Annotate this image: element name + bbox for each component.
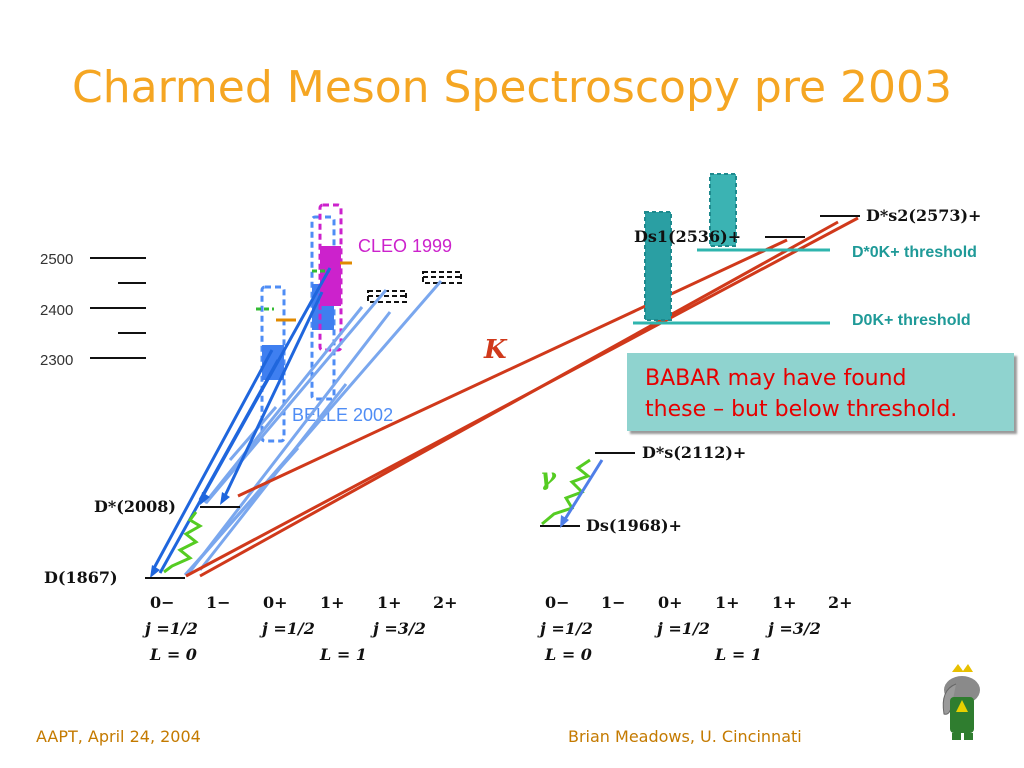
charm-levels — [145, 506, 240, 579]
kaon-label: K — [483, 335, 508, 365]
ds-arrowhead — [560, 515, 569, 528]
arrowheads — [150, 492, 230, 578]
j-label: j =1/2 — [259, 619, 315, 638]
callout-line: these – but below threshold. — [645, 397, 958, 422]
mass-scale-ticks — [90, 257, 146, 359]
slide-title: Charmed Meson Spectroscopy pre 2003 — [72, 62, 952, 113]
l-label: L = 0 — [149, 645, 197, 664]
jp-label: 1+ — [377, 593, 402, 612]
jp-label: 0− — [150, 593, 175, 612]
l-label: L = 1 — [319, 645, 367, 664]
jp-label: 1+ — [772, 593, 797, 612]
jp-label: 1+ — [320, 593, 345, 612]
quantum-numbers-right: 0− 1− 0+ 1+ 1+ 2+ j =1/2 j =1/2 j =3/2 L… — [537, 593, 853, 664]
cleo-label: CLEO 1999 — [358, 236, 452, 256]
cleo-states — [312, 203, 352, 352]
mass-tick-label: 2400 — [40, 302, 73, 319]
tensor-states — [367, 271, 462, 303]
jp-label: 0+ — [263, 593, 288, 612]
j-label: j =1/2 — [654, 619, 710, 638]
jp-label: 0+ — [658, 593, 683, 612]
j-label: j =1/2 — [142, 619, 198, 638]
jp-label: 1− — [601, 593, 626, 612]
jp-label: 0− — [545, 593, 570, 612]
ds1-label: Ds1(2536)+ — [634, 227, 741, 246]
footer-right: Brian Meadows, U. Cincinnati — [568, 727, 802, 746]
babar-states — [644, 173, 737, 321]
d0-k-threshold-label: D0K+ threshold — [852, 312, 971, 329]
l-label: L = 1 — [714, 645, 762, 664]
footer-left: AAPT, April 24, 2004 — [36, 727, 201, 746]
quantum-numbers-left: 0− 1− 0+ 1+ 1+ 2+ j =1/2 j =1/2 j =3/2 L… — [142, 593, 458, 664]
j-label: j =3/2 — [765, 619, 821, 638]
jp-label: 1+ — [715, 593, 740, 612]
jp-label: 2+ — [828, 593, 853, 612]
dstar0-k-threshold-label: D*0K+ threshold — [852, 244, 977, 261]
light-transitions — [183, 280, 443, 576]
jp-label: 2+ — [433, 593, 458, 612]
j-label: j =3/2 — [370, 619, 426, 638]
thresholds — [633, 248, 830, 325]
kaon-lines — [185, 216, 859, 578]
mass-tick-label: 2500 — [40, 251, 73, 268]
ds2-label: D*s2(2573)+ — [866, 206, 981, 225]
d-label: D(1867) — [44, 568, 118, 587]
ds-label: Ds(1968)+ — [586, 516, 682, 535]
mass-tick-label: 2300 — [40, 352, 73, 369]
callout-line: BABAR may have found — [645, 366, 907, 391]
d-star-label: D*(2008) — [94, 497, 176, 516]
elephant-mascot-icon — [942, 664, 980, 740]
photon-label: γ — [540, 462, 557, 491]
ds-photon-transition — [560, 459, 604, 525]
mass-scale: 2500 2400 2300 — [40, 251, 73, 369]
dark-transitions — [151, 267, 332, 574]
ds-levels — [540, 215, 860, 527]
j-label: j =1/2 — [537, 619, 593, 638]
jp-label: 1− — [206, 593, 231, 612]
l-label: L = 0 — [544, 645, 592, 664]
babar-callout: BABAR may have found these – but below t… — [627, 353, 1014, 431]
ds-star-label: D*s(2112)+ — [642, 443, 746, 462]
